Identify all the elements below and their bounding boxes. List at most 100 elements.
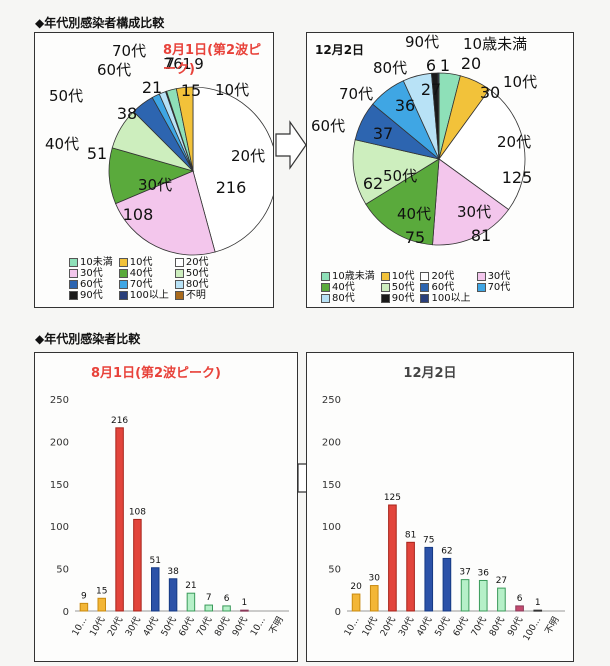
pie-value-label: 216 bbox=[216, 178, 247, 197]
legend-item-s40: 40代 bbox=[118, 268, 169, 279]
legend-item-s60: 60代 bbox=[420, 282, 470, 293]
pie-name-label: 90代 bbox=[405, 33, 439, 51]
pie-value-label: 37 bbox=[373, 124, 393, 143]
pie-value-label-s70: 7 bbox=[163, 55, 173, 73]
bar-value-label: 125 bbox=[384, 493, 401, 503]
legend-label: 80代 bbox=[185, 279, 209, 290]
legend-swatch bbox=[118, 280, 128, 289]
legend-item-s70: 70代 bbox=[476, 282, 510, 293]
bar-s10 bbox=[97, 597, 106, 612]
legend-label: 40代 bbox=[332, 282, 355, 293]
x-tick-label: 不明 bbox=[543, 615, 562, 636]
legend-swatch bbox=[321, 283, 330, 292]
x-tick-label: 20代 bbox=[378, 615, 398, 638]
pie-value-label: 36 bbox=[395, 96, 415, 115]
x-tick-label: 30代 bbox=[123, 615, 143, 638]
pie-aug-legend: 10未満 10代 20代 30代 40代 50代 60代 70代 80代 90代 100以上 不明 bbox=[69, 257, 209, 301]
bar-s80 bbox=[222, 605, 231, 612]
legend-item-s100: 100以上 bbox=[420, 293, 471, 304]
bar-panel-aug: 8月1日(第2波ピーク) 0 50 100 150 200 250 9 10... 15 10代 21… bbox=[34, 352, 298, 662]
x-tick-label: 10... bbox=[343, 616, 362, 638]
x-tick-label: 70代 bbox=[469, 615, 489, 638]
pie-name-label: 70代 bbox=[339, 85, 373, 103]
pie-dec-title: 12月2日 bbox=[315, 43, 365, 57]
legend-swatch bbox=[69, 269, 78, 278]
bar-value-label: 1 bbox=[242, 598, 248, 608]
pie-name-label: 20代 bbox=[497, 133, 531, 151]
bar-value-label: 62 bbox=[441, 546, 452, 556]
pie-panel-dec: 20 10歳未満 30 10代 125 20代 81 30代 75 40代 62 50代 37 60代 36… bbox=[306, 32, 574, 308]
bar-s100 bbox=[533, 609, 543, 612]
x-tick-label: 50代 bbox=[159, 615, 179, 638]
pie-value-label: 30 bbox=[480, 83, 500, 102]
bar-value-label: 6 bbox=[224, 594, 230, 604]
x-tick-label: 40代 bbox=[415, 615, 435, 638]
legend-item-s80: 80代 bbox=[321, 293, 375, 304]
legend-label: 70代 bbox=[129, 279, 153, 290]
legend-label: 60代 bbox=[80, 279, 103, 290]
x-tick-label: 80代 bbox=[212, 615, 232, 638]
pie-slice-s10 bbox=[175, 86, 194, 172]
pie-value-label: 1 bbox=[440, 56, 450, 75]
bar-s70 bbox=[478, 579, 488, 612]
bar-value-label: 81 bbox=[405, 530, 416, 540]
legend-item-unknown: 不明 bbox=[174, 290, 209, 301]
pie-value-label: 81 bbox=[471, 226, 491, 245]
legend-label: 不明 bbox=[185, 290, 206, 301]
pie-slice-s50 bbox=[352, 139, 441, 205]
pie-name-label: 60代 bbox=[311, 117, 345, 135]
bar-s60 bbox=[186, 592, 196, 612]
legend-label: 30代 bbox=[80, 268, 103, 279]
bar-s30 bbox=[406, 541, 415, 612]
composition-title: ◆年代別感染者構成比較 bbox=[35, 16, 165, 30]
pie-slice-s30 bbox=[115, 170, 216, 256]
legend-swatch bbox=[69, 258, 78, 267]
pie-name-label: 10代 bbox=[215, 81, 249, 99]
pie-value-label: 51 bbox=[87, 144, 107, 163]
pie-name-label: 20代 bbox=[231, 147, 265, 165]
bar-s80 bbox=[497, 587, 506, 612]
legend-label: 40代 bbox=[129, 268, 153, 279]
bar-value-label: 37 bbox=[459, 568, 470, 578]
legend-label: 50代 bbox=[185, 268, 209, 279]
legend-item-s30: 30代 bbox=[476, 271, 510, 282]
pie-value-label: 15 bbox=[181, 81, 201, 100]
pie-slice-s100 bbox=[437, 72, 440, 160]
bar-value-label: 7 bbox=[206, 593, 212, 603]
legend-item-s10: 10代 bbox=[380, 271, 414, 282]
legend-item-s90: 90代 bbox=[69, 290, 113, 301]
bar-s40 bbox=[151, 567, 160, 612]
y-tick-label: 200 bbox=[322, 437, 341, 448]
bar-s20 bbox=[388, 504, 397, 612]
bar-s30 bbox=[133, 518, 142, 612]
legend-swatch bbox=[420, 294, 430, 303]
legend-item-u10: 10歳未満 bbox=[321, 271, 375, 282]
x-tick-label: 100... bbox=[522, 616, 544, 643]
bar-value-label: 1 bbox=[535, 598, 541, 608]
legend-item-s100: 100以上 bbox=[118, 290, 169, 301]
legend-label: 20代 bbox=[431, 271, 455, 282]
bar-value-label: 6 bbox=[517, 594, 523, 604]
y-tick-label: 200 bbox=[50, 437, 69, 448]
legend-swatch bbox=[174, 291, 184, 300]
legend-item-s50: 50代 bbox=[380, 282, 414, 293]
arrow-right-icon bbox=[275, 120, 307, 170]
legend-item-s90: 90代 bbox=[380, 293, 414, 304]
y-tick-label: 0 bbox=[335, 607, 341, 618]
pie-value-label-s90: 1 bbox=[182, 55, 192, 73]
pie-value-label: 75 bbox=[405, 228, 425, 247]
legend-swatch bbox=[476, 272, 486, 281]
pie-value-label: 21 bbox=[142, 78, 162, 97]
legend-swatch bbox=[69, 291, 78, 300]
x-tick-label: 80代 bbox=[487, 615, 507, 638]
legend-swatch bbox=[174, 258, 184, 267]
y-tick-label: 100 bbox=[50, 522, 69, 533]
bar-s90 bbox=[515, 605, 524, 612]
legend-swatch bbox=[420, 283, 430, 292]
pie-value-label: 108 bbox=[123, 205, 154, 224]
pie-name-label: 50代 bbox=[383, 167, 417, 185]
legend-item-s80: 80代 bbox=[174, 279, 209, 290]
legend-swatch bbox=[118, 291, 128, 300]
bar-value-label: 21 bbox=[185, 581, 196, 591]
